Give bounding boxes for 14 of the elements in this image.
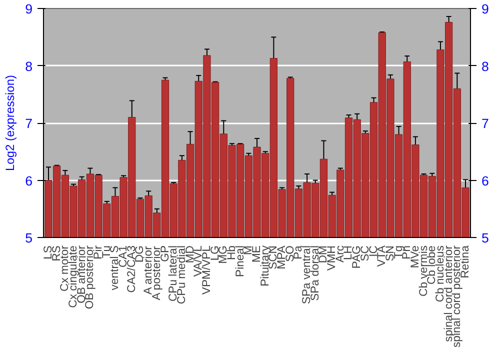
y2-tick-label: 6 [482,173,489,188]
y-tick-label: 8 [25,58,33,74]
x-tick-label: Tg [392,245,405,259]
y-tick-label: 7 [25,116,33,131]
y2-tick-label: 9 [482,2,489,16]
y2-tick-label: 5 [482,230,489,246]
y-tick-label: 9 [25,2,33,16]
y-axis-title: Log2 (expression) [3,74,18,172]
y-tick-label: 6 [25,173,33,188]
y-tick-label: 5 [25,230,33,246]
y2-tick-label: 8 [482,58,489,74]
x-tick-label: Pituitary [259,245,272,286]
y2-tick-label: 7 [482,116,489,131]
x-tick-label: Retina [459,244,472,278]
